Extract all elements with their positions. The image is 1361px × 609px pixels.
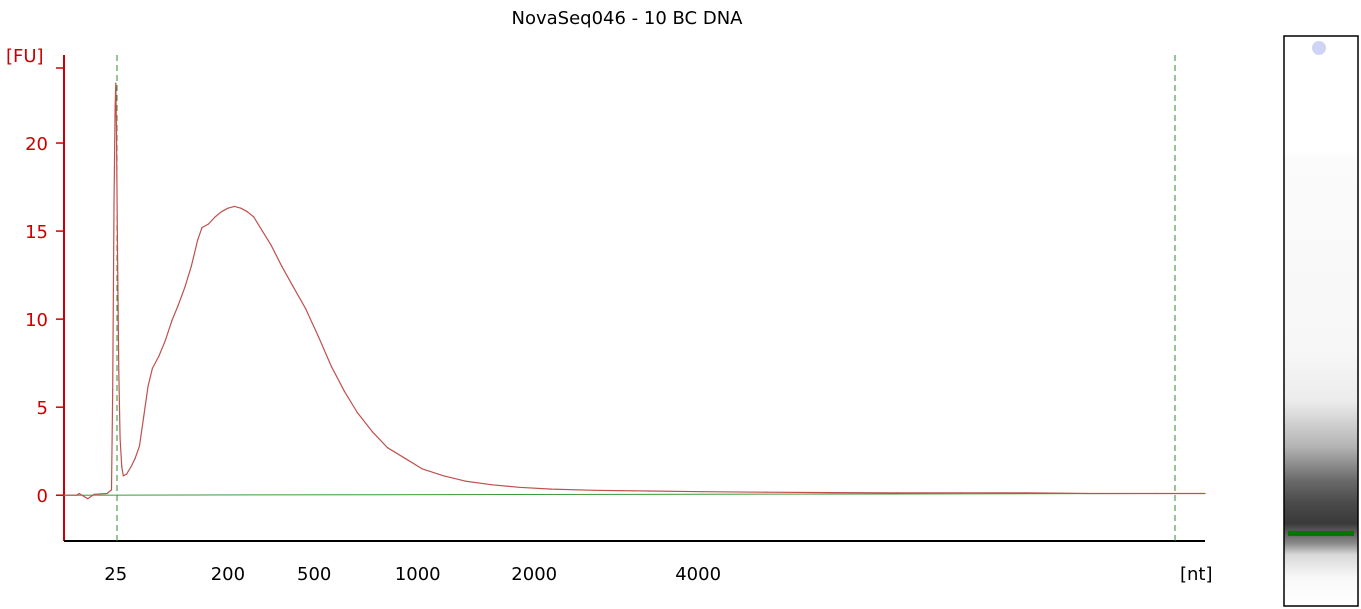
trace-point [126,473,128,475]
trace-point [122,475,124,477]
y-tick-label: 20 [25,134,48,155]
trace-point [119,438,121,440]
trace-point [240,207,242,209]
y-tick-label: 0 [37,486,48,507]
trace-point [831,492,833,494]
gel-dye-spot [1312,41,1326,55]
trace-point [164,339,166,341]
y-tick-label: 15 [25,222,48,243]
x-tick-label: 200 [211,564,245,585]
trace-point [134,457,136,459]
gel-marker-band [1288,531,1354,536]
trace-point [1025,492,1027,494]
trace-point [76,494,78,496]
trace-point [118,371,120,373]
trace-point [130,466,132,468]
trace-point [371,431,373,433]
trace-point [1204,492,1206,495]
trace-point [112,389,114,391]
trace-point [518,486,520,488]
trace-point [147,385,149,387]
trace-point [214,216,216,218]
x-tick-label: 25 [104,564,127,585]
trace-point [281,265,283,267]
trace-point [113,204,115,206]
y-axis-label: [FU] [6,46,44,67]
trace-point [233,205,235,207]
trace-point [253,216,255,218]
trace-point [305,308,307,310]
trace-point [171,320,173,322]
trace-point [464,480,466,482]
trace-point [190,265,192,267]
trace-point [158,355,160,357]
trace-point [270,244,272,246]
trace-point [106,492,108,495]
trace-point [220,211,223,213]
trace-point [197,239,199,241]
trace-point [115,82,117,84]
trace-point [1090,492,1092,495]
trace-point [317,336,320,338]
gel-lane [1283,35,1359,607]
trace-point [421,468,423,470]
trace-point [443,475,445,477]
trace-point [207,223,210,225]
trace-point [138,445,141,447]
trace-point [261,230,263,232]
trace-point [896,492,898,494]
trace-point [386,447,389,449]
x-axis-label: [nt] [1180,564,1213,585]
chart-title: NovaSeq046 - 10 BC DNA [512,8,744,29]
trace-point [184,286,186,288]
trace-point [766,491,768,493]
trace-point [110,489,113,491]
trace-point [121,466,123,468]
trace-point [116,248,119,250]
trace-point [201,227,203,229]
trace-point [960,492,962,494]
y-tick-label: 10 [25,310,48,331]
trace-point [78,492,80,495]
trace-point [1154,492,1156,495]
trace-point [246,211,248,213]
trace-point [404,457,406,459]
trace-point [647,490,650,492]
x-tick-label: 2000 [511,564,557,585]
trace-point [356,411,358,414]
trace-point [177,304,179,306]
trace-point [87,498,89,500]
trace-point [330,366,333,368]
trace-point [227,207,229,209]
baseline-series-line [63,492,1206,496]
trace-point [343,390,345,392]
trace-point [701,491,704,493]
trace-point [292,285,294,287]
trace-point [550,488,553,490]
x-tick-label: 1000 [395,564,441,585]
x-tick-label: 4000 [675,564,721,585]
x-tick-label: 500 [297,564,331,585]
y-tick-label: 5 [37,398,48,419]
trace-point [93,493,95,495]
trace-point [594,489,596,491]
trace-point [143,415,145,417]
trace-point [490,484,492,486]
fluorescence-trace [64,82,1205,500]
trace-point [114,107,116,109]
trace-point [151,367,153,369]
trace-point [115,124,117,126]
gel-image [1283,35,1359,607]
trace-point [63,494,65,496]
